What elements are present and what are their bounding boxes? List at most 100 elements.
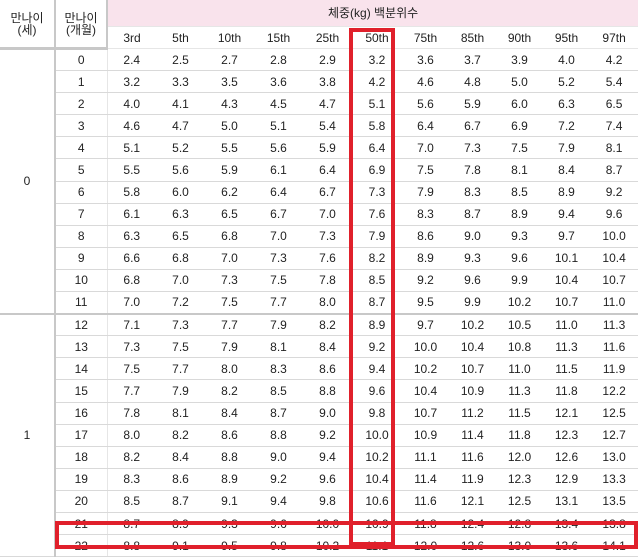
weight-value-cell: 4.8	[449, 70, 496, 94]
weight-value-cell: 8.3	[107, 468, 156, 491]
weight-value-cell: 8.2	[352, 247, 402, 270]
weight-value-cell: 11.3	[496, 379, 543, 403]
weight-value-cell: 8.7	[156, 490, 205, 513]
table-row: 1 3.2 3.3 3.5 3.6 3.8 4.2 4.6 4.8 5.0 5.2 5.4	[0, 70, 638, 94]
weight-value-cell: 4.1	[156, 92, 205, 116]
weight-value-cell: 7.7	[107, 379, 156, 403]
weight-value-cell: 11.0	[496, 357, 543, 381]
weight-value-cell: 11.2	[449, 402, 496, 425]
weight-value-cell: 10.0	[303, 512, 352, 536]
weight-value-cell: 10.4	[543, 269, 590, 293]
weight-value-cell: 2.7	[205, 48, 254, 72]
weight-value-cell: 7.2	[156, 291, 205, 315]
table-row: 10 6.8 7.0 7.3 7.5 7.8 8.5 9.2 9.6 9.9 10.4 10.7	[0, 269, 638, 293]
weight-value-cell: 5.6	[402, 92, 449, 116]
table-row: 21 8.7 8.9 9.3 9.6 10.0 10.9 11.8 12.4 12.8 13.4 13…	[0, 512, 638, 536]
weight-value-cell: 8.4	[205, 402, 254, 425]
weight-value-cell: 11.3	[590, 312, 638, 337]
weight-value-cell: 7.8	[303, 269, 352, 293]
weight-value-cell: 2.4	[107, 48, 156, 72]
weight-value-cell: 6.3	[107, 225, 156, 248]
weight-value-cell: 5.8	[352, 114, 402, 138]
age-month-cell: 20	[55, 490, 108, 513]
weight-value-cell: 12.4	[449, 512, 496, 536]
weight-value-cell: 8.8	[254, 424, 303, 447]
weight-value-cell: 8.4	[156, 446, 205, 469]
weight-value-cell: 8.8	[205, 446, 254, 469]
weight-value-cell: 5.1	[107, 136, 156, 160]
weight-value-cell: 10.4	[590, 247, 638, 270]
weight-value-cell: 5.9	[449, 92, 496, 116]
weight-value-cell: 8.7	[449, 203, 496, 226]
weight-value-cell: 12.3	[496, 468, 543, 491]
weight-value-cell: 12.7	[590, 424, 638, 447]
weight-value-cell: 4.6	[402, 70, 449, 94]
weight-value-cell: 9.5	[402, 291, 449, 315]
weight-value-cell: 9.8	[352, 402, 402, 425]
weight-value-cell: 8.4	[303, 335, 352, 359]
weight-value-cell: 8.3	[449, 181, 496, 204]
weight-value-cell: 10.2	[352, 446, 402, 469]
weight-value-cell: 4.2	[352, 70, 402, 94]
age-month-cell: 7	[55, 203, 108, 226]
weight-value-cell: 8.8	[107, 534, 156, 557]
age-month-cell: 12	[55, 312, 108, 337]
weight-value-cell: 11.8	[543, 379, 590, 403]
weight-value-cell: 8.2	[303, 312, 352, 337]
weight-value-cell: 10.7	[402, 402, 449, 425]
table-row: 3 4.6 4.7 5.0 5.1 5.4 5.8 6.4 6.7 6.9 7.2 7.4	[0, 114, 638, 138]
weight-value-cell: 12.1	[543, 402, 590, 425]
age-month-cell: 17	[55, 424, 108, 447]
weight-value-cell: 8.6	[303, 357, 352, 381]
weight-value-cell: 8.2	[205, 379, 254, 403]
table-row: 5 5.5 5.6 5.9 6.1 6.4 6.9 7.5 7.8 8.1 8.4 8.7	[0, 158, 638, 182]
weight-value-cell: 8.4	[543, 158, 590, 182]
percentile-header-15th: 15th	[254, 26, 303, 49]
weight-value-cell: 6.8	[156, 247, 205, 270]
weight-value-cell: 12.5	[496, 490, 543, 513]
weight-value-cell: 9.1	[205, 490, 254, 513]
weight-value-cell: 9.4	[254, 490, 303, 513]
weight-value-cell: 7.3	[303, 225, 352, 248]
table-row: 6 5.8 6.0 6.2 6.4 6.7 7.3 7.9 8.3 8.5 8.9 9.2	[0, 181, 638, 204]
weight-value-cell: 7.5	[254, 269, 303, 293]
age-month-cell: 19	[55, 468, 108, 491]
weight-value-cell: 7.3	[205, 269, 254, 293]
weight-value-cell: 9.4	[303, 446, 352, 469]
weight-value-cell: 6.4	[402, 114, 449, 138]
weight-value-cell: 7.5	[402, 158, 449, 182]
weight-value-cell: 11.0	[543, 312, 590, 337]
percentile-header-85th: 85th	[449, 26, 496, 49]
age-month-cell: 3	[55, 114, 108, 138]
weight-value-cell: 4.5	[254, 92, 303, 116]
weight-value-cell: 10.7	[543, 291, 590, 315]
weight-value-cell: 13.4	[543, 512, 590, 536]
percentile-header-50th: 50th	[352, 26, 402, 49]
weight-value-cell: 6.5	[205, 203, 254, 226]
weight-value-cell: 2.9	[303, 48, 352, 72]
weight-value-cell: 8.5	[352, 269, 402, 293]
weight-value-cell: 5.5	[107, 158, 156, 182]
weight-value-cell: 7.5	[156, 335, 205, 359]
weight-value-cell: 8.6	[156, 468, 205, 491]
age-year-cell: 0	[0, 48, 56, 315]
weight-value-cell: 8.1	[156, 402, 205, 425]
weight-value-cell: 3.5	[205, 70, 254, 94]
weight-value-cell: 6.8	[107, 269, 156, 293]
weight-value-cell: 7.4	[590, 114, 638, 138]
weight-value-cell: 2.8	[254, 48, 303, 72]
percentile-header-75th: 75th	[402, 26, 449, 49]
weight-value-cell: 9.3	[496, 225, 543, 248]
table-row: 15 7.7 7.9 8.2 8.5 8.8 9.6 10.4 10.9 11.3 11.8 12.2	[0, 379, 638, 403]
weight-value-cell: 10.9	[352, 512, 402, 536]
weight-value-cell: 8.1	[496, 158, 543, 182]
weight-value-cell: 4.6	[107, 114, 156, 138]
weight-value-cell: 7.5	[205, 291, 254, 315]
table-row: 16 7.8 8.1 8.4 8.7 9.0 9.8 10.7 11.2 11.5 12.1 12.5	[0, 402, 638, 425]
percentile-header-row: 3rd 5th 10th 15th 25th 50th 75th 85th 90th 95th 97…	[0, 26, 638, 49]
age-month-cell: 22	[55, 534, 108, 557]
weight-value-cell: 11.6	[590, 335, 638, 359]
weight-value-cell: 9.5	[205, 534, 254, 557]
weight-value-cell: 11.4	[402, 468, 449, 491]
